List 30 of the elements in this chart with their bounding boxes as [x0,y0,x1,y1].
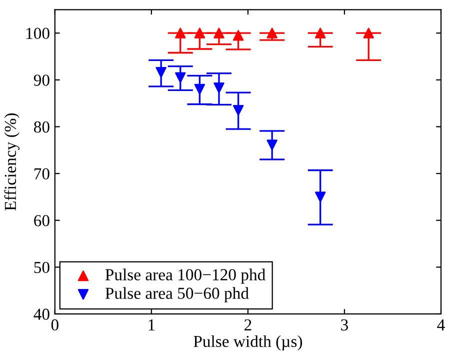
point [156,67,166,78]
y-tick-label: 50 [34,262,50,274]
x-tick-label: 4 [437,319,445,330]
point [314,192,326,202]
point [232,104,244,116]
point [266,28,278,38]
x-tick-label: 2 [244,319,252,330]
legend-label: Pulse area 50−60 phd [105,287,249,302]
point [314,28,326,38]
y-tick-label: 60 [34,215,50,226]
point [232,30,244,41]
y-tick-label: 80 [34,121,50,133]
y-tick-label: 40 [34,308,50,320]
y-tick-label: 100 [26,28,50,40]
y-axis-title: Efficiency (%) [4,113,20,210]
point [363,28,374,38]
y-tick-label: 70 [34,168,50,180]
point [175,28,186,38]
point [214,28,224,38]
point [175,72,186,83]
x-axis-title: Pulse width (µs) [194,335,302,350]
legend-label: Pulse area 100−120 phd [105,268,266,284]
y-tick-label: 90 [34,74,50,86]
point [194,28,206,38]
point [194,84,206,95]
point [266,140,278,150]
x-tick-label: 0 [51,319,58,331]
x-tick-label: 1 [148,319,155,330]
point [214,82,224,94]
x-tick-label: 3 [341,319,348,331]
